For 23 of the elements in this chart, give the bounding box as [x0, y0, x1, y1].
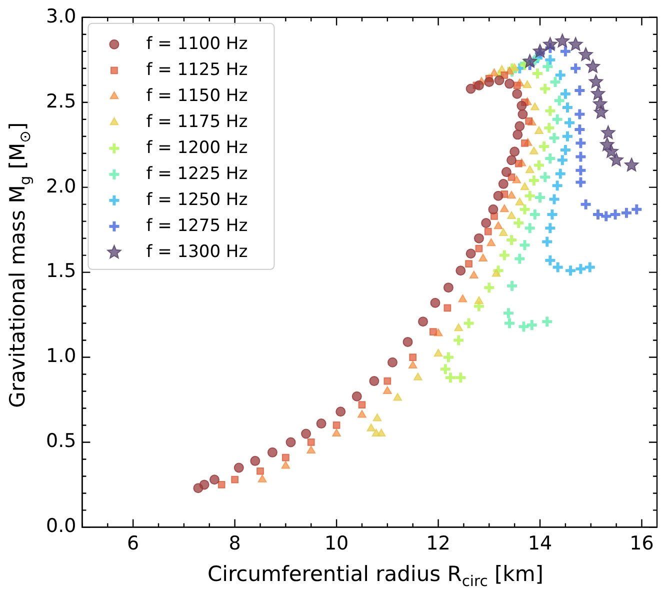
y-tick-label: 2.0 [46, 175, 76, 198]
legend-label: f = 1250 Hz [146, 190, 248, 210]
legend-label: f = 1175 Hz [146, 112, 248, 132]
y-tick-label: 1.0 [46, 345, 76, 368]
legend-label: f = 1100 Hz [146, 34, 248, 54]
x-tick-label: 10 [324, 532, 349, 555]
legend-label: f = 1200 Hz [146, 138, 248, 158]
legend-label: f = 1150 Hz [146, 86, 248, 106]
x-tick-label: 16 [630, 532, 654, 555]
y-tick-label: 0.5 [46, 430, 76, 452]
y-tick-label: 2.5 [46, 90, 76, 112]
x-tick-label: 6 [127, 532, 140, 555]
legend-label: f = 1300 Hz [146, 242, 248, 262]
legend-label: f = 1225 Hz [146, 164, 248, 184]
y-tick-label: 3.0 [46, 5, 76, 28]
x-axis-title: Circumferential radius R$_{circ}$ [km] [206, 562, 544, 590]
legend-label: f = 1125 Hz [146, 60, 248, 80]
legend-label: f = 1275 Hz [146, 216, 248, 236]
x-tick-label: 12 [426, 532, 450, 555]
x-tick-label: 14 [528, 532, 552, 555]
y-tick-label: 1.5 [46, 260, 76, 282]
x-tick-label: 8 [228, 532, 241, 555]
y-tick-label: 0.0 [46, 515, 76, 538]
